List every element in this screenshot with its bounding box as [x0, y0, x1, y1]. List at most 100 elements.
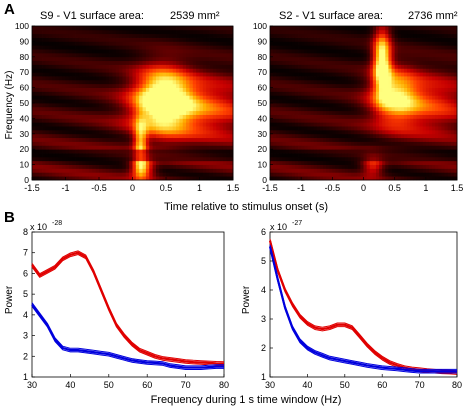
heatmap-cell	[338, 118, 343, 123]
heatmap-cell	[360, 137, 364, 142]
heatmap-cell	[176, 110, 180, 115]
heatmap-cell	[62, 83, 66, 88]
x-tick-label: 60	[142, 380, 152, 390]
heatmap-cell	[145, 56, 150, 62]
heatmap-cell	[186, 41, 190, 46]
heatmap-cell	[400, 106, 405, 112]
x-tick-label: 0	[130, 183, 135, 193]
heatmap-cell	[450, 83, 455, 88]
heatmap-cell	[125, 153, 130, 158]
heatmap-cell	[38, 156, 43, 162]
heatmap-cell	[326, 45, 330, 50]
heatmap-cell	[407, 41, 411, 46]
heatmap-cell	[189, 37, 194, 42]
heatmap-cell	[404, 41, 408, 46]
heatmap-cell	[182, 29, 187, 35]
heatmap-cell	[202, 172, 207, 177]
heatmap-cell	[298, 114, 302, 119]
heatmap-cell	[112, 176, 117, 181]
heatmap-cell	[419, 60, 424, 65]
heatmap-cell	[186, 110, 190, 115]
heatmap-cell	[438, 118, 442, 123]
heatmap-cell	[279, 99, 283, 104]
heatmap-cell	[216, 129, 220, 135]
heatmap-cell	[332, 41, 336, 46]
heatmap-cell	[48, 164, 53, 169]
heatmap-cell	[189, 68, 194, 73]
heatmap-cell	[391, 149, 396, 154]
heatmap-cell	[394, 72, 399, 77]
heatmap-cell	[288, 49, 293, 54]
heatmap-cell	[329, 141, 333, 146]
heatmap-cell	[48, 68, 53, 73]
heatmap-cell	[288, 176, 293, 181]
heatmap-cell	[425, 122, 430, 127]
heatmap-cell	[372, 137, 377, 142]
heatmap-cell	[363, 64, 368, 69]
heatmap-cell	[176, 168, 180, 173]
heatmap-cell	[55, 79, 60, 85]
heatmap-cell	[338, 83, 343, 88]
heatmap-cell	[149, 64, 153, 69]
heatmap-cell	[38, 72, 43, 77]
heatmap-cell	[270, 110, 274, 115]
heatmap-cell	[72, 137, 76, 142]
heatmap-cell	[122, 49, 127, 54]
heatmap-cell	[273, 45, 277, 50]
heatmap-cell	[179, 41, 184, 46]
heatmap-cell	[435, 141, 439, 146]
heatmap-cell	[360, 83, 364, 88]
heatmap-cell	[222, 122, 227, 127]
heatmap-cell	[62, 133, 66, 139]
heatmap-cell	[372, 110, 377, 115]
heatmap-cell	[294, 68, 299, 73]
heatmap-cell	[338, 106, 343, 112]
heatmap-cell	[294, 64, 299, 69]
heatmap-cell	[435, 72, 439, 77]
heatmap-cell	[99, 118, 103, 123]
heatmap-cell	[65, 68, 70, 73]
heatmap-cell	[229, 153, 234, 158]
heatmap-cell	[307, 68, 311, 73]
heatmap-cell	[189, 156, 194, 162]
heatmap-cell	[428, 133, 433, 139]
heatmap-cell	[42, 122, 46, 127]
heatmap-cell	[92, 45, 97, 50]
heatmap-cell	[347, 172, 352, 177]
heatmap-cell	[435, 41, 439, 46]
heatmap-cell	[453, 33, 458, 38]
heatmap-cell	[416, 106, 420, 112]
heatmap-cell	[192, 149, 197, 154]
heatmap-cell	[149, 91, 153, 96]
heatmap-cell	[304, 60, 308, 65]
heatmap-cell	[347, 60, 352, 65]
heatmap-cell	[375, 56, 380, 62]
heatmap-cell	[379, 37, 383, 42]
heatmap-cell	[199, 56, 204, 62]
y-tick-label: 20	[20, 144, 30, 154]
heatmap-cell	[322, 33, 327, 38]
heatmap-cell	[304, 26, 308, 31]
heatmap-cell	[99, 149, 103, 154]
heatmap-cell	[270, 76, 274, 81]
heatmap-cell	[341, 95, 346, 100]
heatmap-cell	[298, 126, 302, 131]
heatmap-cell	[115, 79, 120, 85]
heatmap-cell	[438, 33, 442, 38]
heatmap-cell	[447, 141, 452, 146]
heatmap-cell	[172, 60, 177, 65]
heatmap-cell	[202, 64, 207, 69]
heatmap-cell	[422, 133, 427, 139]
heatmap-cell	[186, 68, 190, 73]
heatmap-cell	[159, 64, 164, 69]
heatmap-cell	[344, 164, 349, 169]
heatmap-cell	[78, 49, 83, 54]
heatmap-cell	[209, 95, 214, 100]
heatmap-cell	[313, 172, 318, 177]
heatmap-cell	[122, 83, 127, 88]
heatmap-cell	[125, 52, 130, 58]
heatmap-cell	[212, 33, 217, 38]
heatmap-cell	[109, 91, 113, 96]
heatmap-cell	[313, 41, 318, 46]
heatmap-cell	[450, 76, 455, 81]
